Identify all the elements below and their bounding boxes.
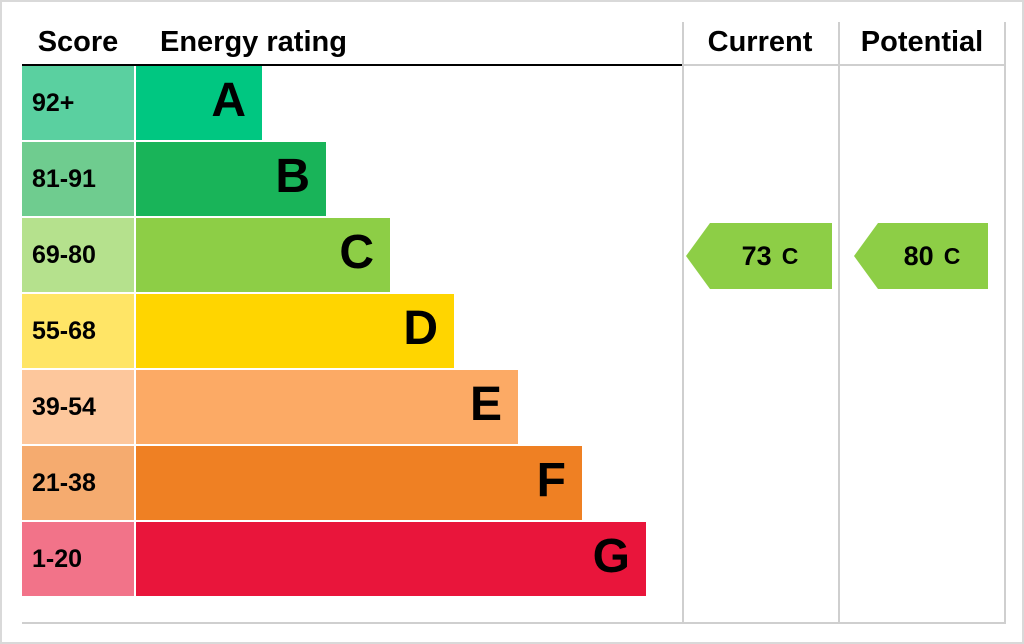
rating-letter: C	[339, 226, 374, 279]
header-underline	[22, 64, 682, 66]
column-divider-current-left	[682, 22, 684, 624]
chart-bottom-line	[22, 622, 1006, 624]
column-divider-potential-right	[1004, 22, 1006, 624]
rating-band-row: 39-54 E	[22, 370, 646, 444]
rating-band-row: 1-20 G	[22, 522, 646, 596]
rating-bar: C	[136, 218, 390, 292]
rating-band-row: 92+ A	[22, 66, 646, 140]
rating-letter: E	[469, 378, 502, 431]
potential-rating-letter: C	[943, 242, 961, 269]
potential-rating-value: 80	[903, 240, 934, 271]
header-underline-right	[682, 64, 1006, 66]
score-range: 69-80	[22, 218, 134, 292]
rating-bar: F	[136, 446, 582, 520]
current-rating-letter: C	[781, 242, 799, 269]
rating-band-row: 81-91 B	[22, 142, 646, 216]
column-divider-potential-left	[838, 22, 840, 624]
score-range: 39-54	[22, 370, 134, 444]
rating-letter: A	[211, 74, 246, 127]
score-range: 55-68	[22, 294, 134, 368]
current-column-header: Current	[707, 26, 813, 58]
rating-bands: 92+ A 81-91 B 69-80 C 55-68 D 39-54 E 21…	[22, 66, 646, 598]
score-column-header: Score	[37, 26, 119, 58]
potential-rating-arrow: 80 C	[854, 223, 988, 289]
rating-bar: E	[136, 370, 518, 444]
current-rating-value: 73	[741, 240, 772, 271]
rating-bar: B	[136, 142, 326, 216]
rating-band-row: 69-80 C	[22, 218, 646, 292]
rating-bar: A	[136, 66, 262, 140]
current-rating-arrow: 73 C	[686, 223, 832, 289]
rating-band-row: 21-38 F	[22, 446, 646, 520]
energy-rating-column-header: Energy rating	[160, 26, 347, 58]
score-range: 21-38	[22, 446, 134, 520]
rating-letter: B	[275, 150, 310, 203]
potential-column-header: Potential	[860, 26, 984, 58]
rating-bar: G	[136, 522, 646, 596]
rating-letter: F	[536, 454, 566, 507]
rating-letter: G	[592, 530, 630, 583]
rating-band-row: 55-68 D	[22, 294, 646, 368]
score-range: 92+	[22, 66, 134, 140]
rating-bar: D	[136, 294, 454, 368]
rating-letter: D	[403, 302, 438, 355]
score-range: 81-91	[22, 142, 134, 216]
score-range: 1-20	[22, 522, 134, 596]
